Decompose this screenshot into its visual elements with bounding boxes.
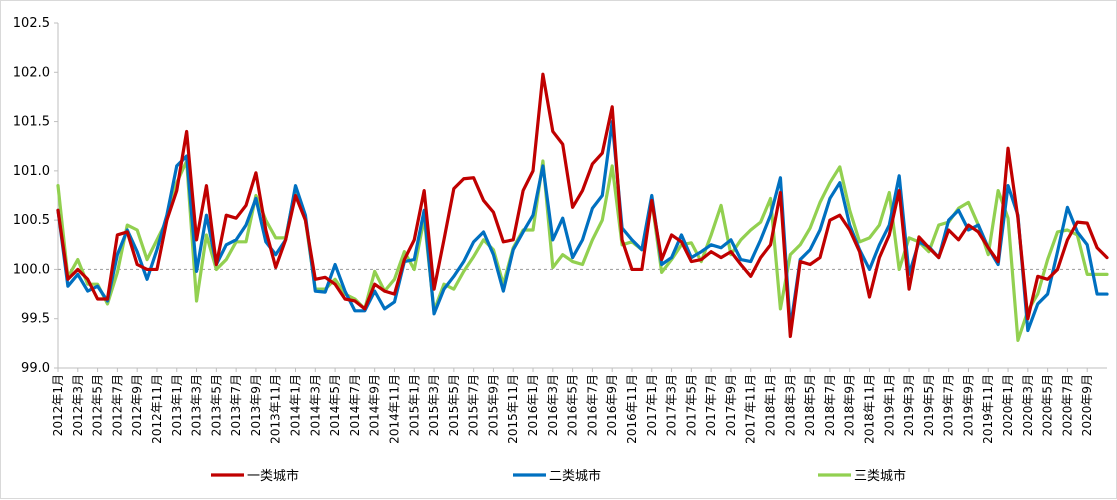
x-tick-labels: 2012年1月 2012年3月 2012年5月 2012年7月 2012年9月 2012年… bbox=[51, 374, 1094, 444]
x-tick-label: 2016年7月 bbox=[585, 374, 599, 436]
x-tick-label: 2018年9月 bbox=[843, 374, 857, 436]
y-tick-labels: 99.0 99.5 100.0 100.5 101.0 101.5 102.0 102.5 bbox=[13, 16, 50, 376]
x-tick-label: 2020年7月 bbox=[1060, 374, 1074, 436]
x-tick-label: 2019年11月 bbox=[981, 374, 995, 444]
x-tick-label: 2014年3月 bbox=[308, 374, 322, 436]
axes bbox=[54, 22, 1107, 372]
x-tick-label: 2013年9月 bbox=[249, 374, 263, 436]
x-tick-label: 2017年3月 bbox=[665, 374, 679, 436]
series-line bbox=[56, 159, 1109, 342]
x-tick-label: 2012年7月 bbox=[110, 374, 124, 436]
x-tick-label: 2015年3月 bbox=[427, 374, 441, 436]
y-tick-label: 102.5 bbox=[13, 16, 50, 31]
x-tick-label: 2018年7月 bbox=[823, 374, 837, 436]
x-tick-label: 2012年11月 bbox=[150, 374, 164, 444]
x-tick-label: 2014年11月 bbox=[387, 374, 401, 444]
legend-label: 一类城市 bbox=[247, 468, 299, 484]
x-tick-label: 2013年1月 bbox=[170, 374, 184, 436]
x-tick-label: 2019年1月 bbox=[882, 374, 896, 436]
x-tick-label: 2012年1月 bbox=[51, 374, 65, 436]
y-tick-label: 102.0 bbox=[13, 65, 50, 80]
x-tick-label: 2017年11月 bbox=[744, 374, 758, 444]
x-tick-label: 2012年3月 bbox=[71, 374, 85, 436]
x-tick-label: 2019年7月 bbox=[942, 374, 956, 436]
x-tick-label: 2017年7月 bbox=[704, 374, 718, 436]
x-tick-label: 2020年3月 bbox=[1021, 374, 1035, 436]
x-tick-label: 2013年3月 bbox=[190, 374, 204, 436]
x-tick-label: 2013年11月 bbox=[269, 374, 283, 444]
x-tick-label: 2018年1月 bbox=[764, 374, 778, 436]
legend: 一类城市 二类城市 三类城市 bbox=[211, 468, 906, 484]
x-tick-label: 2016年11月 bbox=[625, 374, 639, 444]
x-tick-label: 2016年5月 bbox=[566, 374, 580, 436]
legend-label: 三类城市 bbox=[854, 468, 906, 484]
y-tick-label: 101.0 bbox=[13, 164, 50, 179]
x-tick-label: 2018年11月 bbox=[862, 374, 876, 444]
x-tick-label: 2017年1月 bbox=[645, 374, 659, 436]
y-tick-label: 99.0 bbox=[21, 361, 50, 376]
x-tick-label: 2016年3月 bbox=[546, 374, 560, 436]
y-tick-label: 99.5 bbox=[21, 312, 50, 327]
x-tick-label: 2013年5月 bbox=[209, 374, 223, 436]
x-tick-label: 2018年3月 bbox=[783, 374, 797, 436]
legend-label: 二类城市 bbox=[549, 468, 601, 484]
x-tick-label: 2019年5月 bbox=[922, 374, 936, 436]
x-tick-label: 2014年7月 bbox=[348, 374, 362, 436]
y-tick-label: 101.5 bbox=[13, 115, 50, 130]
x-tick-label: 2013年7月 bbox=[229, 374, 243, 436]
x-tick-label: 2015年9月 bbox=[486, 374, 500, 436]
x-tick-label: 2014年5月 bbox=[328, 374, 342, 436]
y-tick-label: 100.0 bbox=[13, 262, 50, 277]
x-tick-label: 2019年3月 bbox=[902, 374, 916, 436]
series-line bbox=[56, 119, 1109, 333]
x-tick-label: 2015年7月 bbox=[467, 374, 481, 436]
x-tick-label: 2020年5月 bbox=[1041, 374, 1055, 436]
x-tick-label: 2017年5月 bbox=[684, 374, 698, 436]
series-line bbox=[56, 72, 1109, 339]
x-tick-label: 2014年9月 bbox=[368, 374, 382, 436]
y-tick-label: 100.5 bbox=[13, 213, 50, 228]
series-layer bbox=[56, 72, 1109, 342]
x-tick-label: 2015年11月 bbox=[506, 374, 520, 444]
x-tick-label: 2017年9月 bbox=[724, 374, 738, 436]
x-tick-label: 2015年5月 bbox=[447, 374, 461, 436]
x-tick-label: 2020年9月 bbox=[1080, 374, 1094, 436]
x-tick-label: 2015年1月 bbox=[407, 374, 421, 436]
x-tick-label: 2012年9月 bbox=[130, 374, 144, 436]
x-tick-label: 2019年9月 bbox=[961, 374, 975, 436]
x-tick-label: 2020年1月 bbox=[1001, 374, 1015, 436]
x-tick-label: 2018年5月 bbox=[803, 374, 817, 436]
x-tick-label: 2012年5月 bbox=[91, 374, 105, 436]
x-tick-label: 2014年1月 bbox=[289, 374, 303, 436]
x-tick-label: 2016年1月 bbox=[526, 374, 540, 436]
x-tick-label: 2016年9月 bbox=[605, 374, 619, 436]
